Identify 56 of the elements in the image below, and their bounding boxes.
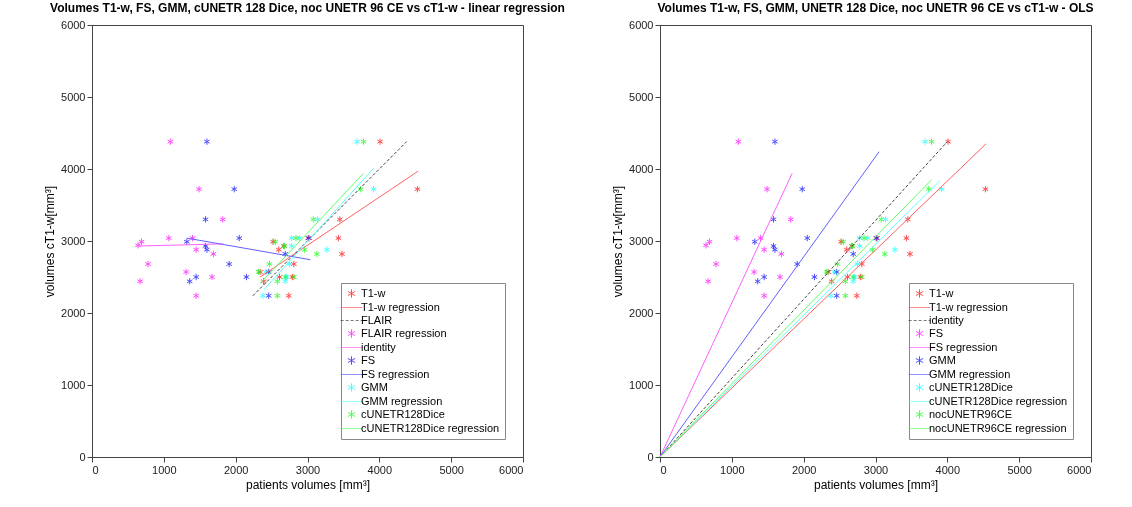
chart-title: Volumes T1-w, FS, GMM, UNETR 128 Dice, noc UNETR 96 CE vs cT1-w - OLS	[657, 1, 1094, 15]
legend-label: cUNETR128Dice regression	[929, 394, 1068, 407]
legend-label: identity	[361, 340, 397, 353]
legend-label: nocUNETR96CE	[929, 407, 1013, 420]
legend-label: GMM regression	[929, 367, 1011, 380]
legend-label: T1-w	[361, 286, 386, 299]
y-axis-title: volumes cT1-w[mm³]	[43, 185, 58, 298]
x-tick-label: 4000	[367, 463, 393, 476]
y-tick-label: 4000	[61, 162, 86, 175]
y-tick-label: 4000	[629, 162, 654, 175]
x-tick-label: 1000	[720, 463, 745, 476]
legend-label: GMM	[929, 353, 956, 366]
legend-label: cUNETR128Dice regression	[361, 421, 500, 434]
x-tick-label: 2000	[223, 463, 249, 476]
legend-label: FLAIR regression	[361, 326, 447, 339]
y-tick-label: 0	[79, 450, 86, 463]
y-tick-label: 2000	[629, 306, 654, 319]
x-tick-label: 3000	[295, 463, 321, 476]
x-tick-label: 1000	[152, 463, 177, 476]
y-tick-label: 5000	[61, 90, 86, 103]
legend-label: T1-w	[929, 286, 954, 299]
x-axis-title: patients volumes [mm³]	[813, 477, 939, 492]
legend-label: nocUNETR96CE regression	[929, 421, 1067, 434]
legend-label: GMM regression	[361, 394, 443, 407]
y-tick-label: 1000	[629, 378, 654, 391]
y-tick-label: 1000	[61, 378, 86, 391]
y-tick-label: 6000	[61, 18, 86, 31]
x-tick-label: 5000	[439, 463, 464, 476]
x-tick-label: 0	[92, 463, 99, 476]
x-axis-title: patients volumes [mm³]	[245, 477, 371, 492]
x-tick-label: 5000	[1007, 463, 1032, 476]
y-tick-label: 3000	[61, 234, 86, 247]
legend-label: T1-w regression	[361, 300, 440, 313]
x-tick-label: 6000	[499, 463, 524, 476]
y-tick-label: 3000	[629, 234, 654, 247]
x-tick-label: 2000	[791, 463, 817, 476]
y-tick-label: 2000	[61, 306, 86, 319]
x-tick-label: 6000	[1067, 463, 1092, 476]
legend-label: cUNETR128Dice	[929, 380, 1013, 393]
x-tick-label: 0	[660, 463, 667, 476]
x-tick-label: 4000	[935, 463, 961, 476]
x-tick-label: 3000	[863, 463, 889, 476]
legend-label: T1-w regression	[929, 300, 1008, 313]
legend-label: identity	[929, 313, 965, 326]
y-tick-label: 5000	[629, 90, 654, 103]
legend-label: FS regression	[361, 367, 430, 380]
legend-label: FLAIR	[361, 313, 393, 326]
y-tick-label: 6000	[629, 18, 654, 31]
legend-label: FS	[361, 353, 376, 366]
legend-label: FS	[929, 326, 944, 339]
legend-label: cUNETR128Dice	[361, 407, 445, 420]
y-axis-title: volumes cT1-w[mm³]	[611, 185, 626, 298]
legend-label: FS regression	[929, 340, 998, 353]
y-tick-label: 0	[647, 450, 654, 463]
chart-title: Volumes T1-w, FS, GMM, cUNETR 128 Dice, noc UNETR 96 CE vs cT1-w - linear regression	[50, 1, 565, 15]
legend-label: GMM	[361, 380, 388, 393]
